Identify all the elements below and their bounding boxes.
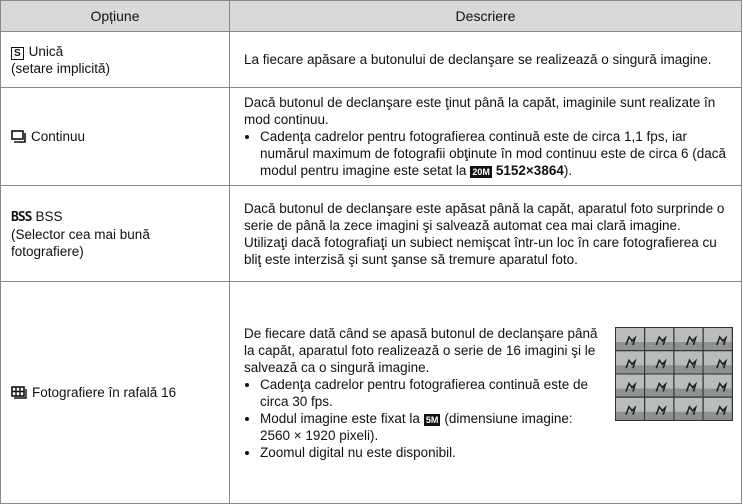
- image-part: [655, 381, 667, 392]
- size-icon: 5M: [423, 413, 441, 426]
- option-cell: Continuu: [0, 87, 230, 186]
- cell-layout: De fiecare dată când se apasă butonul de…: [244, 325, 733, 461]
- option-label: BSS: [35, 208, 63, 224]
- image-part: [625, 404, 637, 415]
- option-cell: BSS BSS (Selector cea mai bună fotografier…: [0, 185, 230, 282]
- option-label: (setare implicită): [11, 60, 111, 76]
- sample-image: [615, 326, 733, 421]
- row: Fotografiere în rafală 16 De fiecare dat…: [0, 281, 742, 504]
- row: BSS BSS (Selector cea mai bună fotografier…: [0, 185, 742, 282]
- image-part: [655, 358, 667, 369]
- description-cell: La fiecare apăsare a butonului de declan…: [229, 31, 742, 88]
- image-part: [616, 411, 644, 420]
- row: Continuu Dacă butonul de declanşare este…: [0, 87, 742, 186]
- image-part: [716, 358, 728, 369]
- image-part: [616, 388, 644, 396]
- description-cell: Dacă butonul de declanşare este ţinut pâ…: [229, 87, 742, 186]
- bullets: Cadenţa cadrelor pentru fotografierea co…: [244, 376, 604, 461]
- continuous-icon: [11, 130, 26, 143]
- paragraph: De fiecare dată când se apasă butonul de…: [244, 325, 598, 375]
- image-part: [703, 364, 732, 373]
- row: S Unică (setare implicită) La fiecare apăs…: [0, 31, 742, 88]
- image-part: [685, 334, 698, 345]
- image-part: [703, 411, 732, 420]
- image-part: [685, 381, 698, 392]
- multishot-icon: [11, 386, 27, 399]
- bullet: Modul imagine este fixat la5M(dimensiune…: [260, 410, 604, 444]
- image-part: [655, 404, 667, 415]
- description-cell: De fiecare dată când se apasă butonul de…: [229, 281, 742, 504]
- size-icon: 20M: [470, 166, 492, 178]
- image-part: [616, 341, 644, 350]
- image-part: [703, 388, 732, 396]
- icon: BSS: [11, 209, 33, 225]
- option-label: Unică: [28, 43, 64, 59]
- text-block: De fiecare dată când se apasă butonul de…: [244, 325, 604, 461]
- text: (dimensiune imagine: 2560 × 1920 pixeli)…: [260, 410, 573, 443]
- paragraph: Dacă butonul de declanşare este ţinut pâ…: [244, 95, 716, 127]
- option-label: Continuu: [31, 129, 86, 144]
- text: Modul imagine este fixat la: [260, 410, 420, 426]
- image-part: [716, 334, 728, 345]
- text: ).: [563, 163, 573, 178]
- option-label: Fotografiere în rafală 16: [32, 385, 177, 400]
- image-part: [685, 358, 698, 369]
- image-part: [625, 358, 637, 369]
- text: Cadenţa cadrelor pentru fotografierea co…: [260, 129, 726, 178]
- image-part: [645, 388, 674, 396]
- image-part: [645, 411, 674, 420]
- description-cell: Dacă butonul de declanşare este apăsat p…: [229, 185, 742, 282]
- image-part: [685, 404, 698, 415]
- paragraph: Utilizaţi dacă fotografiaţi un subiect n…: [244, 234, 717, 267]
- image-part: [674, 364, 703, 373]
- bullets: Cadenţa cadrelor pentru fotografierea co…: [244, 128, 731, 179]
- bullet: Cadenţa cadrelor pentru fotografierea co…: [260, 128, 731, 179]
- image-part: [703, 341, 732, 350]
- header: Descriere: [229, 0, 742, 32]
- option-label: (Selector cea mai bună fotografiere): [11, 226, 150, 259]
- header: Opțiune: [0, 0, 230, 32]
- image-part: [616, 364, 644, 373]
- option-cell: S Unică (setare implicită): [0, 31, 230, 88]
- image-part: [716, 381, 728, 392]
- image-part: [674, 411, 703, 420]
- paragraph: La fiecare apăsare a butonului de declan…: [244, 52, 712, 67]
- image-part: [625, 381, 637, 392]
- option-cell: Fotografiere în rafală 16: [0, 281, 230, 504]
- header-row: Opțiune Descriere: [0, 0, 742, 32]
- image-part: [674, 388, 703, 396]
- bullet: Cadenţa cadrelor pentru fotografierea co…: [260, 376, 604, 410]
- bullet: Zoomul digital nu este disponibil.: [260, 444, 604, 461]
- image-part: [655, 334, 667, 345]
- image-part: [645, 341, 674, 350]
- image-part: [645, 364, 674, 373]
- image-part: [625, 334, 637, 345]
- image-part: [674, 341, 703, 350]
- image-part: [716, 404, 728, 415]
- bold-text: 5152×3864: [495, 163, 564, 178]
- icon: S: [11, 46, 24, 60]
- paragraph: Dacă butonul de declanşare este apăsat p…: [244, 200, 725, 233]
